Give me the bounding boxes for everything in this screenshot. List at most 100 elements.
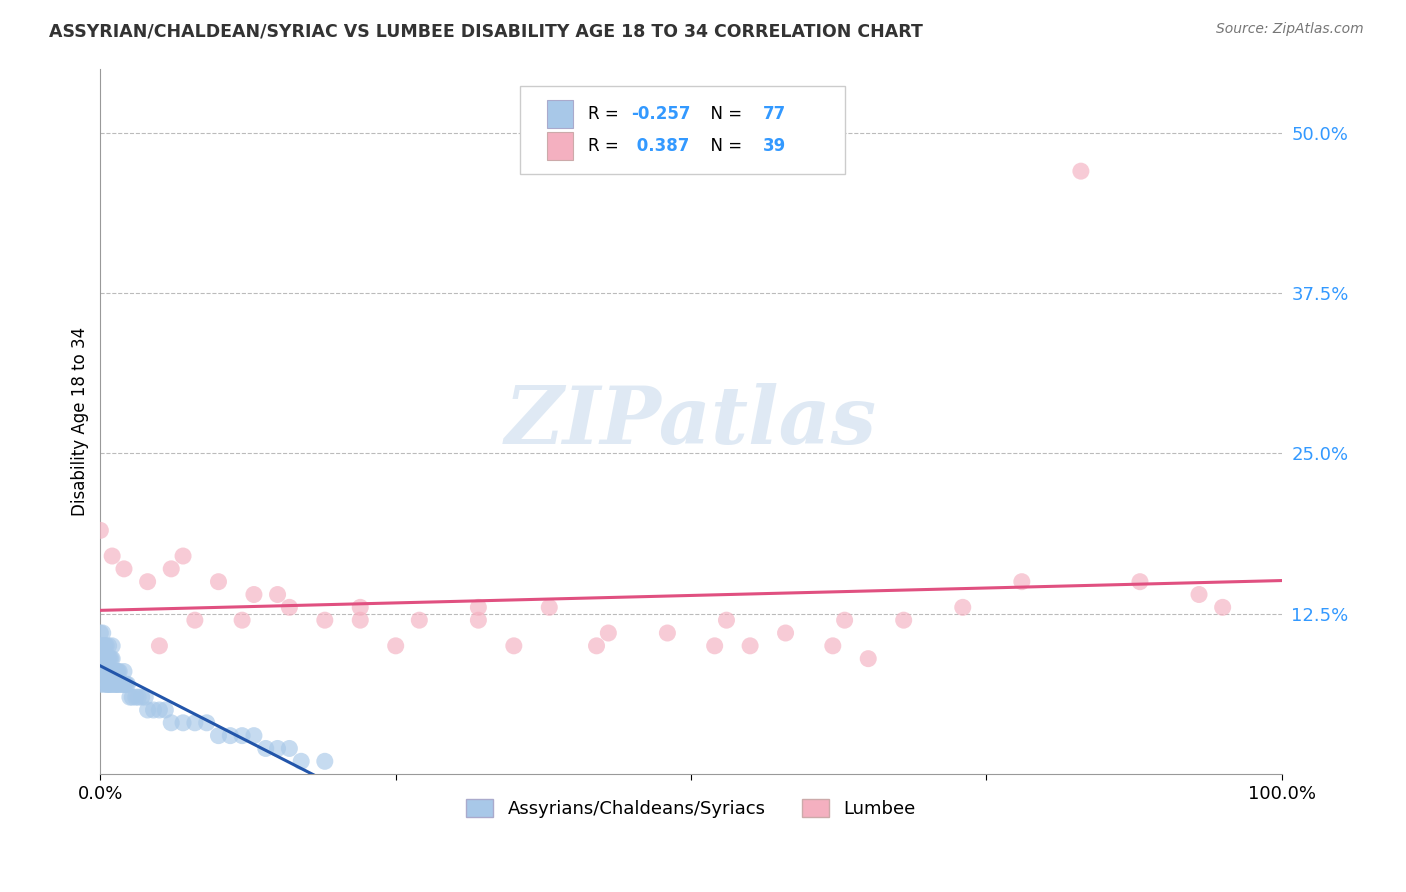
Point bbox=[231, 729, 253, 743]
Point bbox=[155, 703, 177, 717]
Point bbox=[101, 549, 124, 563]
Point bbox=[598, 626, 620, 640]
Point bbox=[1011, 574, 1033, 589]
Text: R =: R = bbox=[588, 137, 624, 155]
Point bbox=[278, 741, 301, 756]
Point bbox=[1212, 600, 1234, 615]
Point bbox=[94, 651, 117, 665]
FancyBboxPatch shape bbox=[547, 100, 572, 128]
Point bbox=[127, 690, 149, 705]
Point bbox=[775, 626, 797, 640]
Point bbox=[97, 665, 120, 679]
Point bbox=[117, 677, 139, 691]
Legend: Assyrians/Chaldeans/Syriacs, Lumbee: Assyrians/Chaldeans/Syriacs, Lumbee bbox=[460, 791, 922, 825]
Point bbox=[101, 639, 124, 653]
Point bbox=[349, 613, 371, 627]
Point bbox=[160, 562, 183, 576]
Point bbox=[538, 600, 561, 615]
Point bbox=[96, 651, 118, 665]
Point bbox=[1070, 164, 1092, 178]
Point bbox=[349, 600, 371, 615]
Point bbox=[184, 715, 207, 730]
Point bbox=[101, 665, 124, 679]
Point bbox=[118, 690, 141, 705]
Point bbox=[125, 690, 148, 705]
Point bbox=[96, 677, 118, 691]
Text: 77: 77 bbox=[763, 105, 786, 123]
Point bbox=[131, 690, 153, 705]
Point bbox=[108, 665, 131, 679]
Point bbox=[98, 665, 121, 679]
Point bbox=[184, 613, 207, 627]
Point bbox=[90, 651, 112, 665]
Point bbox=[314, 754, 336, 768]
Point bbox=[104, 677, 127, 691]
Y-axis label: Disability Age 18 to 34: Disability Age 18 to 34 bbox=[72, 326, 89, 516]
Point bbox=[96, 651, 118, 665]
Point bbox=[278, 600, 301, 615]
Point bbox=[112, 665, 135, 679]
Point bbox=[142, 703, 165, 717]
Point bbox=[91, 626, 114, 640]
Point bbox=[266, 741, 288, 756]
Point bbox=[89, 639, 111, 653]
Point bbox=[96, 665, 118, 679]
Point bbox=[108, 677, 131, 691]
Text: R =: R = bbox=[588, 105, 624, 123]
Point bbox=[172, 715, 194, 730]
Point bbox=[89, 651, 111, 665]
Point bbox=[96, 665, 118, 679]
Point bbox=[101, 651, 124, 665]
Point bbox=[657, 626, 679, 640]
Point bbox=[112, 677, 135, 691]
Point bbox=[96, 677, 118, 691]
Point bbox=[716, 613, 738, 627]
Point bbox=[97, 639, 120, 653]
Point bbox=[89, 626, 111, 640]
Point bbox=[467, 600, 489, 615]
Point bbox=[207, 574, 229, 589]
Point bbox=[195, 715, 218, 730]
Point bbox=[740, 639, 762, 653]
Point bbox=[94, 665, 117, 679]
Point bbox=[134, 690, 156, 705]
Point bbox=[231, 613, 253, 627]
Point bbox=[1129, 574, 1152, 589]
Point bbox=[98, 651, 121, 665]
Point bbox=[243, 587, 266, 601]
Point bbox=[89, 665, 111, 679]
Point bbox=[110, 677, 132, 691]
Point bbox=[1188, 587, 1211, 601]
Point bbox=[111, 677, 134, 691]
Point bbox=[290, 754, 312, 768]
Point bbox=[103, 677, 125, 691]
Point bbox=[148, 703, 170, 717]
Point bbox=[502, 639, 524, 653]
Point bbox=[100, 651, 122, 665]
Point bbox=[585, 639, 607, 653]
Point bbox=[105, 665, 128, 679]
Point bbox=[107, 665, 129, 679]
Point bbox=[136, 703, 159, 717]
Point bbox=[858, 651, 880, 665]
Text: -0.257: -0.257 bbox=[631, 105, 690, 123]
Point bbox=[207, 729, 229, 743]
Point bbox=[91, 665, 114, 679]
Point bbox=[112, 562, 135, 576]
Point bbox=[703, 639, 725, 653]
Point bbox=[93, 651, 115, 665]
Point bbox=[384, 639, 406, 653]
FancyBboxPatch shape bbox=[547, 132, 572, 161]
Point bbox=[893, 613, 915, 627]
Point bbox=[467, 613, 489, 627]
Point bbox=[172, 549, 194, 563]
Text: ASSYRIAN/CHALDEAN/SYRIAC VS LUMBEE DISABILITY AGE 18 TO 34 CORRELATION CHART: ASSYRIAN/CHALDEAN/SYRIAC VS LUMBEE DISAB… bbox=[49, 22, 924, 40]
Text: Source: ZipAtlas.com: Source: ZipAtlas.com bbox=[1216, 22, 1364, 37]
Text: N =: N = bbox=[700, 105, 748, 123]
FancyBboxPatch shape bbox=[520, 87, 845, 174]
Point bbox=[219, 729, 242, 743]
Point bbox=[107, 677, 129, 691]
Point bbox=[93, 677, 115, 691]
Point bbox=[408, 613, 430, 627]
Text: 39: 39 bbox=[763, 137, 786, 155]
